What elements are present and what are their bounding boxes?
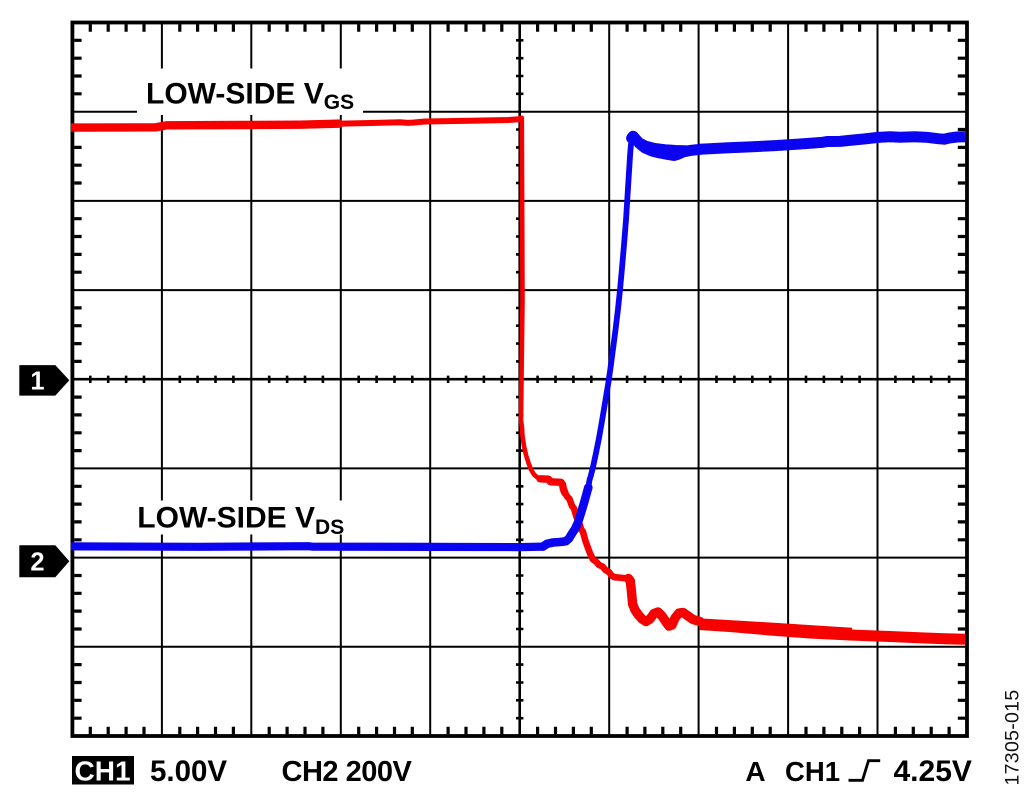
svg-text:1: 1 [30, 368, 44, 396]
svg-text:CH2 200V: CH2 200V [282, 756, 413, 788]
svg-text:CH1: CH1 [75, 756, 131, 787]
svg-text:A: A [745, 756, 765, 787]
svg-text:2: 2 [30, 549, 44, 577]
svg-text:LOW-SIDE VGS: LOW-SIDE VGS [146, 78, 354, 114]
svg-text:17305-015: 17305-015 [1002, 690, 1024, 786]
svg-text:5.00V: 5.00V [150, 755, 227, 788]
svg-text:CH1: CH1 [785, 756, 840, 787]
svg-text:4.25V: 4.25V [894, 755, 972, 788]
svg-text:LOW-SIDE VDS: LOW-SIDE VDS [137, 502, 344, 540]
